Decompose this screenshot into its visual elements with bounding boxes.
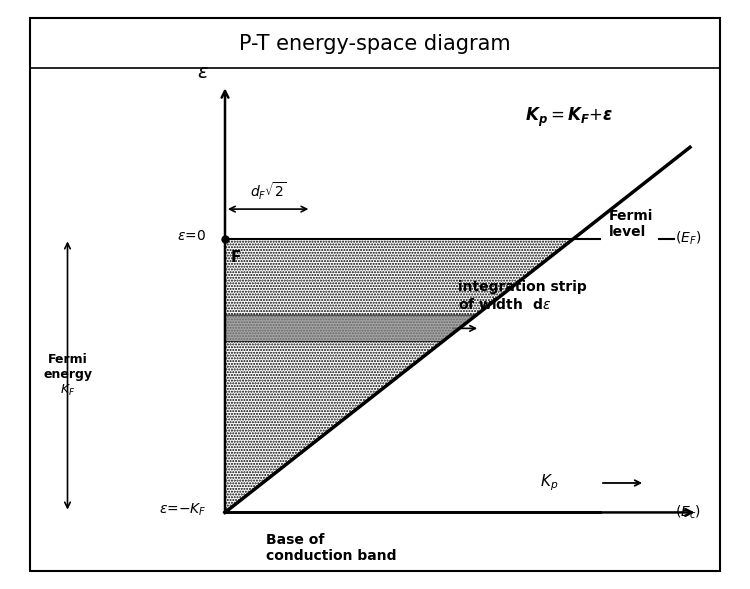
Text: $\varepsilon$=$-K_F$: $\varepsilon$=$-K_F$ bbox=[159, 501, 206, 518]
Text: integration strip
of width  d$\varepsilon$: integration strip of width d$\varepsilon… bbox=[458, 280, 586, 312]
Text: $(E_F)$: $(E_F)$ bbox=[675, 230, 701, 247]
Text: Base of
conduction band: Base of conduction band bbox=[266, 533, 397, 563]
Polygon shape bbox=[225, 239, 574, 512]
Text: $\bfit{K_p}$$=$$\bfit{K_F}$$+$$\bfit{\varepsilon}$: $\bfit{K_p}$$=$$\bfit{K_F}$$+$$\bfit{\va… bbox=[525, 106, 614, 130]
Text: P-T energy-space diagram: P-T energy-space diagram bbox=[239, 34, 511, 54]
Text: $(E_c)$: $(E_c)$ bbox=[675, 504, 701, 521]
Text: $K_p$: $K_p$ bbox=[540, 473, 558, 493]
Text: $\varepsilon$: $\varepsilon$ bbox=[196, 64, 208, 82]
Text: Fermi
energy
$K_F$: Fermi energy $K_F$ bbox=[43, 353, 92, 398]
Text: Fermi
level: Fermi level bbox=[609, 209, 653, 239]
Polygon shape bbox=[225, 315, 476, 342]
Polygon shape bbox=[225, 239, 574, 512]
Text: $\varepsilon$=0: $\varepsilon$=0 bbox=[177, 229, 206, 243]
FancyBboxPatch shape bbox=[30, 18, 720, 571]
Text: F: F bbox=[231, 250, 242, 265]
Text: $d_F\sqrt{2}$: $d_F\sqrt{2}$ bbox=[250, 181, 286, 202]
